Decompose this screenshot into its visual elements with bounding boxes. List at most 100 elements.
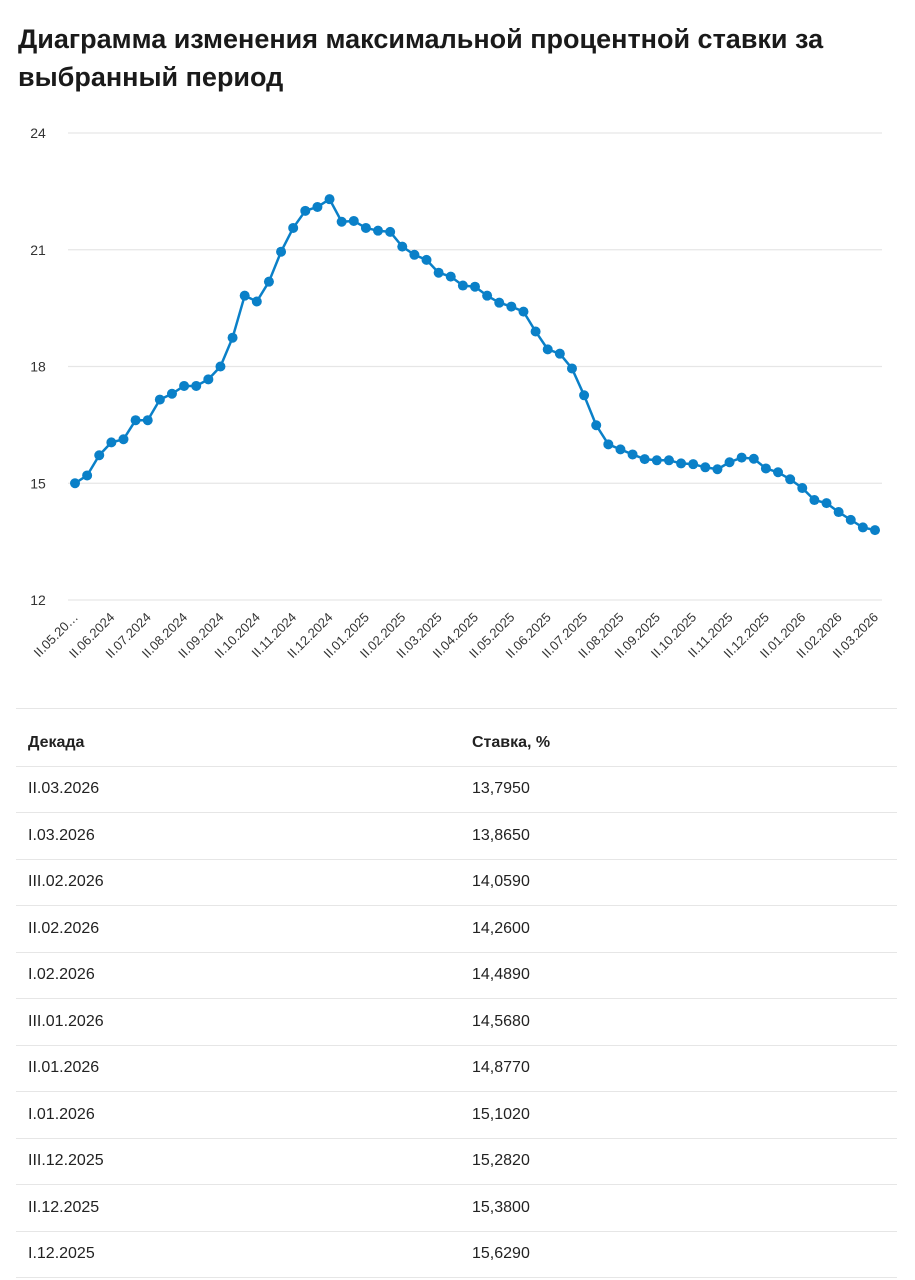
data-point	[688, 459, 699, 470]
data-point	[385, 226, 396, 237]
data-point	[627, 449, 638, 460]
y-tick-label: 18	[30, 359, 46, 375]
data-point	[421, 254, 432, 265]
cell-rate: 14,0590	[472, 859, 897, 906]
table-row: I.02.2026 14,4890	[16, 952, 897, 999]
cell-decade: III.02.2026	[16, 859, 472, 906]
data-point	[288, 222, 299, 233]
cell-decade: I.02.2026	[16, 952, 472, 999]
data-point	[639, 454, 650, 465]
data-point	[457, 280, 468, 291]
series-line	[74, 197, 876, 532]
data-point	[676, 458, 687, 469]
data-point	[833, 507, 844, 518]
data-point	[724, 457, 735, 468]
data-point	[736, 452, 747, 463]
data-point	[797, 483, 808, 494]
cell-rate: 13,8650	[472, 812, 897, 860]
data-point	[712, 464, 723, 475]
cell-rate: 14,4890	[472, 952, 897, 999]
data-point	[82, 470, 93, 481]
header-rate: Ставка, %	[472, 720, 897, 767]
rate-line-chart: 1215182124II.05.20…II.06.2024II.07.2024I…	[30, 125, 882, 661]
cell-rate: 13,7950	[472, 766, 897, 813]
data-point	[542, 344, 553, 355]
cell-decade: II.02.2026	[16, 905, 472, 953]
table-row: I.03.2026 13,8650	[16, 812, 897, 860]
data-point	[336, 216, 347, 227]
cell-decade: I.12.2025	[16, 1231, 472, 1278]
data-point	[603, 439, 614, 450]
cell-rate: 14,8770	[472, 1045, 897, 1092]
data-point	[130, 415, 141, 426]
table-row: III.02.2026 14,0590	[16, 859, 897, 906]
data-point	[591, 420, 602, 431]
cell-rate: 14,5680	[472, 998, 897, 1046]
data-point	[821, 498, 832, 509]
table-row: II.03.2026 13,7950	[16, 766, 897, 813]
cell-decade: III.01.2026	[16, 998, 472, 1046]
data-point	[579, 390, 590, 401]
data-point	[773, 467, 784, 478]
divider	[16, 708, 897, 709]
data-point	[179, 380, 190, 391]
data-point	[506, 301, 517, 312]
data-point	[276, 246, 287, 257]
cell-rate: 15,6290	[472, 1231, 897, 1278]
data-point	[348, 215, 359, 226]
table-row: III.01.2026 14,5680	[16, 998, 897, 1046]
cell-decade: I.03.2026	[16, 812, 472, 860]
data-point	[300, 205, 311, 216]
data-point	[239, 290, 250, 301]
cell-decade: II.03.2026	[16, 766, 472, 813]
data-point	[470, 281, 480, 292]
y-tick-label: 12	[30, 592, 46, 608]
y-tick-label: 15	[30, 475, 46, 491]
cell-rate: 15,1020	[472, 1091, 897, 1139]
page-title: Диаграмма изменения максимальной процент…	[18, 24, 824, 92]
data-point	[142, 415, 153, 426]
data-point	[227, 332, 238, 343]
data-point	[203, 374, 214, 385]
data-point	[106, 437, 117, 448]
data-point	[166, 388, 177, 399]
data-point	[530, 326, 541, 337]
cell-rate: 15,2820	[472, 1138, 897, 1185]
data-point	[494, 297, 505, 308]
data-point	[445, 271, 456, 282]
y-tick-label: 24	[30, 125, 46, 141]
data-point	[615, 444, 626, 455]
table-row: III.12.2025 15,2820	[16, 1138, 897, 1185]
table-row: I.01.2026 15,1020	[16, 1091, 897, 1139]
data-point	[251, 296, 262, 307]
data-point	[360, 222, 371, 233]
y-tick-label: 21	[30, 242, 46, 258]
cell-rate: 14,2600	[472, 905, 897, 953]
header-decade: Декада	[16, 720, 472, 767]
data-point	[397, 241, 408, 252]
rate-table: Декада Ставка, % II.03.2026 13,7950 I.03.2…	[16, 720, 897, 1278]
data-point	[215, 361, 226, 372]
data-point	[554, 348, 565, 359]
data-point	[70, 478, 80, 489]
data-point	[409, 249, 420, 260]
data-point	[324, 194, 335, 205]
data-point	[857, 522, 868, 533]
table-row: II.01.2026 14,8770	[16, 1045, 897, 1092]
data-point	[118, 434, 129, 445]
cell-decade: I.01.2026	[16, 1091, 472, 1139]
data-point	[870, 525, 880, 536]
table-row: II.12.2025 15,3800	[16, 1184, 897, 1232]
cell-decade: III.12.2025	[16, 1138, 472, 1185]
data-point	[785, 474, 796, 485]
data-point	[373, 225, 384, 236]
data-point	[651, 455, 662, 466]
data-point	[94, 450, 105, 461]
table-row: II.02.2026 14,2600	[16, 905, 897, 953]
cell-decade: II.12.2025	[16, 1184, 472, 1232]
data-point	[154, 394, 165, 405]
data-point	[191, 380, 202, 391]
data-point	[809, 495, 820, 506]
cell-decade: II.01.2026	[16, 1045, 472, 1092]
data-point	[748, 453, 759, 464]
